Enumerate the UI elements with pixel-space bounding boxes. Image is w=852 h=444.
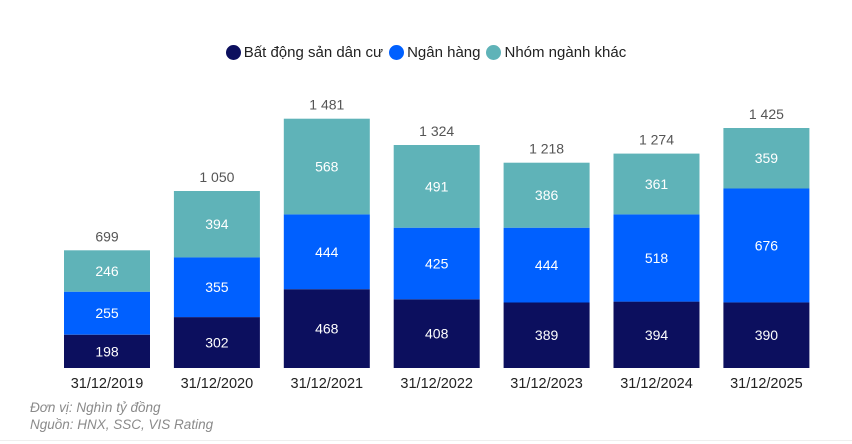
bar-group: 390 676 359 1 425 31/12/2025	[723, 106, 810, 392]
segment-value-label: 361	[645, 176, 669, 192]
legend-swatch-banks	[389, 45, 405, 60]
segment-value-label: 390	[755, 327, 779, 343]
bar-group: 389 444 386 1 218 31/12/2023	[503, 141, 590, 392]
total-value-label: 1 274	[639, 132, 674, 148]
bar-segment-banks	[503, 227, 590, 303]
chart-legend: Bất động sản dân cư Ngân hàng Nhóm ngành…	[0, 44, 852, 61]
bar-segment-other-sectors	[173, 191, 260, 258]
segment-value-label: 355	[205, 279, 229, 295]
legend-item-other-sectors: Nhóm ngành khác	[486, 44, 626, 61]
bar-group: 394 518 361 1 274 31/12/2024	[613, 132, 700, 392]
total-value-label: 1 324	[419, 123, 454, 139]
segment-value-label: 198	[95, 343, 119, 359]
segment-value-label: 468	[315, 321, 339, 337]
segment-value-label: 568	[315, 159, 339, 175]
segment-value-label: 359	[755, 150, 779, 166]
segment-value-label: 676	[755, 237, 779, 253]
bar-segment-residential-real-estate	[613, 301, 700, 368]
bar-group: 198 255 246 699 31/12/2019	[64, 228, 150, 392]
segment-value-label: 386	[535, 187, 559, 203]
total-value-label: 1 481	[309, 97, 344, 113]
bar-segment-banks	[173, 257, 260, 318]
legend-label-banks: Ngân hàng	[407, 44, 481, 61]
bar-group: 302 355 394 1 050 31/12/2020	[173, 169, 260, 392]
segment-value-label: 444	[535, 257, 559, 273]
x-tick-label: 31/12/2020	[181, 376, 254, 392]
bar-segment-banks	[283, 214, 370, 290]
bar-segment-other-sectors	[503, 162, 590, 228]
bar-segment-banks	[613, 214, 700, 302]
total-value-label: 1 218	[529, 141, 564, 157]
legend-label-residential-real-estate: Bất động sản dân cư	[243, 44, 384, 61]
bar-segment-residential-real-estate	[173, 317, 260, 368]
segment-value-label: 394	[205, 216, 229, 232]
segment-value-label: 255	[95, 305, 119, 321]
x-tick-label: 31/12/2023	[510, 376, 583, 392]
segment-value-label: 444	[315, 244, 339, 260]
segment-value-label: 491	[425, 178, 449, 194]
segment-value-label: 518	[645, 250, 669, 266]
bar-segment-other-sectors	[613, 153, 700, 215]
bar-segment-other-sectors	[723, 128, 810, 189]
segment-value-label: 408	[425, 326, 449, 342]
total-value-label: 1 050	[199, 169, 234, 185]
bar-segment-banks	[393, 227, 480, 300]
x-tick-label: 31/12/2022	[400, 376, 473, 392]
segment-value-label: 302	[205, 335, 229, 351]
bar-segment-other-sectors	[64, 250, 150, 292]
bar-segment-banks	[64, 291, 150, 335]
x-tick-label: 31/12/2024	[620, 376, 693, 392]
segment-value-label: 425	[425, 256, 449, 272]
total-value-label: 1 425	[749, 106, 784, 122]
bar-segment-residential-real-estate	[283, 289, 370, 368]
bottom-divider	[0, 440, 852, 441]
bar-group: 468 444 568 1 481 31/12/2021	[283, 97, 370, 392]
bar-segment-residential-real-estate	[503, 302, 590, 368]
bar-segment-residential-real-estate	[393, 299, 480, 368]
legend-swatch-residential-real-estate	[225, 45, 241, 60]
bar-segment-residential-real-estate	[723, 302, 810, 368]
stacked-bar-chart: 198 255 246 699 31/12/2019 302 355 394 1 050 31/1…	[64, 97, 810, 392]
unit-note: Đơn vị: Nghìn tỷ đồng	[30, 400, 161, 415]
legend-item-residential-real-estate: Bất động sản dân cư	[225, 44, 384, 61]
bar-segment-residential-real-estate	[64, 334, 150, 368]
x-tick-label: 31/12/2025	[730, 376, 803, 392]
segment-value-label: 246	[95, 263, 119, 279]
x-tick-label: 31/12/2019	[71, 376, 144, 392]
bar-segment-other-sectors	[393, 145, 480, 228]
segment-value-label: 394	[645, 327, 669, 343]
total-value-label: 699	[95, 228, 119, 244]
legend-label-other-sectors: Nhóm ngành khác	[504, 44, 627, 61]
segment-value-label: 389	[535, 327, 559, 343]
legend-swatch-other-sectors	[486, 45, 502, 60]
x-tick-label: 31/12/2021	[291, 376, 364, 392]
bar-segment-banks	[723, 188, 810, 303]
legend-item-banks: Ngân hàng	[389, 44, 480, 61]
bar-segment-other-sectors	[283, 118, 370, 215]
source-note: Nguồn: HNX, SSC, VIS Rating	[30, 417, 214, 432]
bar-group: 408 425 491 1 324 31/12/2022	[393, 123, 480, 392]
